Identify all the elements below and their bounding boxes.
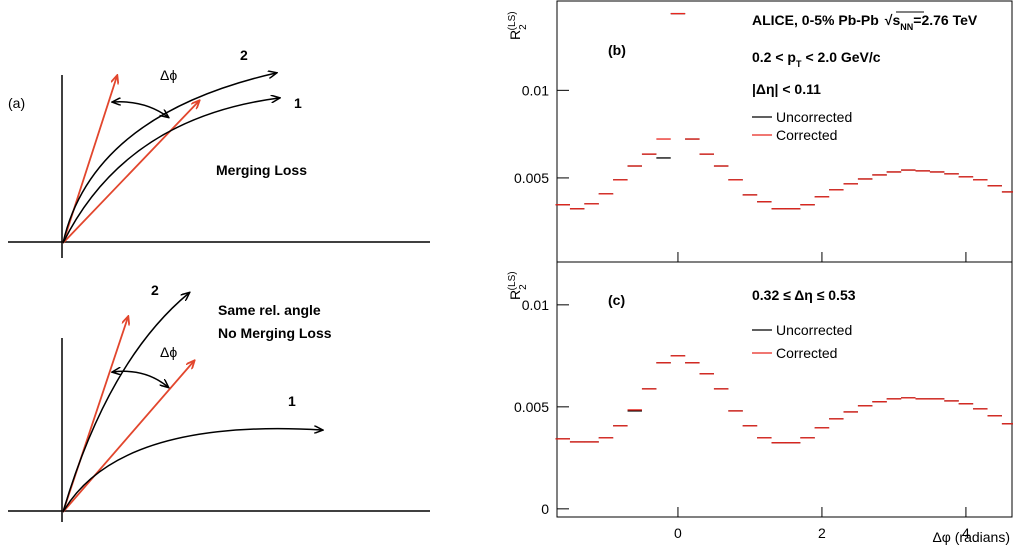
curve-label: 1 <box>288 393 296 409</box>
legend-label: Corrected <box>776 127 837 143</box>
angle-label: Δϕ <box>160 344 177 360</box>
y-tick-label: 0.01 <box>522 82 549 98</box>
diagram-bottom: Δϕ 2 1 Same rel. angle No Merging Loss <box>8 282 430 522</box>
annotation-sub: NN <box>900 22 913 32</box>
caption: Merging Loss <box>216 162 307 178</box>
diagram-top: (a) Δϕ 2 1 Merging Loss <box>8 47 430 258</box>
track-arrow <box>62 101 199 244</box>
track-curve <box>62 293 189 513</box>
annotation: |Δη| < 0.11 <box>752 81 821 97</box>
annotation-s: s <box>892 12 900 28</box>
y-axis-title-sup: (LS) <box>507 271 518 290</box>
y-axis-title-sub: 2 <box>518 284 529 290</box>
y-axis-title: R2(LS) <box>507 11 529 40</box>
y-axis-title-sub: 2 <box>518 24 529 30</box>
annotation-root: √ <box>885 12 893 28</box>
annotation-text: ALICE, 0-5% Pb-Pb <box>752 12 879 28</box>
caption: Same rel. angle <box>218 302 321 318</box>
curve-label: 2 <box>240 47 248 63</box>
y-tick-label: 0.01 <box>522 297 549 313</box>
annotation: 0.32 ≤ Δη ≤ 0.53 <box>752 287 856 303</box>
panel-label: (b) <box>608 42 626 58</box>
annotation: ALICE, 0-5% Pb-Pb √sNN=2.76 TeV <box>752 12 978 32</box>
y-axis-title-base: R <box>507 30 523 40</box>
legend-label: Corrected <box>776 345 837 361</box>
track-curve <box>62 98 279 244</box>
y-tick-label: 0.005 <box>514 399 549 415</box>
annotation-a: 0.2 < p <box>752 49 796 65</box>
track-curve <box>62 73 276 244</box>
annotation-tail: =2.76 TeV <box>913 12 978 28</box>
y-axis-title-sup: (LS) <box>507 11 518 30</box>
y-axis-title-base: R <box>507 290 523 300</box>
curve-label: 1 <box>294 95 302 111</box>
plot-frame <box>556 261 1013 518</box>
x-axis-title: Δφ (radians) <box>932 529 1010 545</box>
panel-label: (a) <box>8 95 25 111</box>
angle-arc <box>113 102 168 117</box>
legend-label: Uncorrected <box>776 109 852 125</box>
angle-label: Δϕ <box>160 67 177 83</box>
x-tick-label: 2 <box>818 525 826 541</box>
track-arrow <box>62 361 194 513</box>
y-tick-label: 0 <box>541 501 549 517</box>
y-tick-label: 0.005 <box>514 170 549 186</box>
track-curve <box>62 429 322 513</box>
y-axis-title: R2(LS) <box>507 271 529 300</box>
panel-label: (c) <box>608 292 625 308</box>
curve-label: 2 <box>151 282 159 298</box>
annotation: 0.2 < pT < 2.0 GeV/c <box>752 49 881 69</box>
x-tick-label: 4 <box>962 525 970 541</box>
annotation-b: < 2.0 GeV/c <box>805 49 880 65</box>
x-tick-label: 0 <box>674 525 682 541</box>
angle-arc <box>113 371 168 387</box>
legend-label: Uncorrected <box>776 322 852 338</box>
caption: No Merging Loss <box>218 325 332 341</box>
annotation-sub: T <box>796 59 802 69</box>
